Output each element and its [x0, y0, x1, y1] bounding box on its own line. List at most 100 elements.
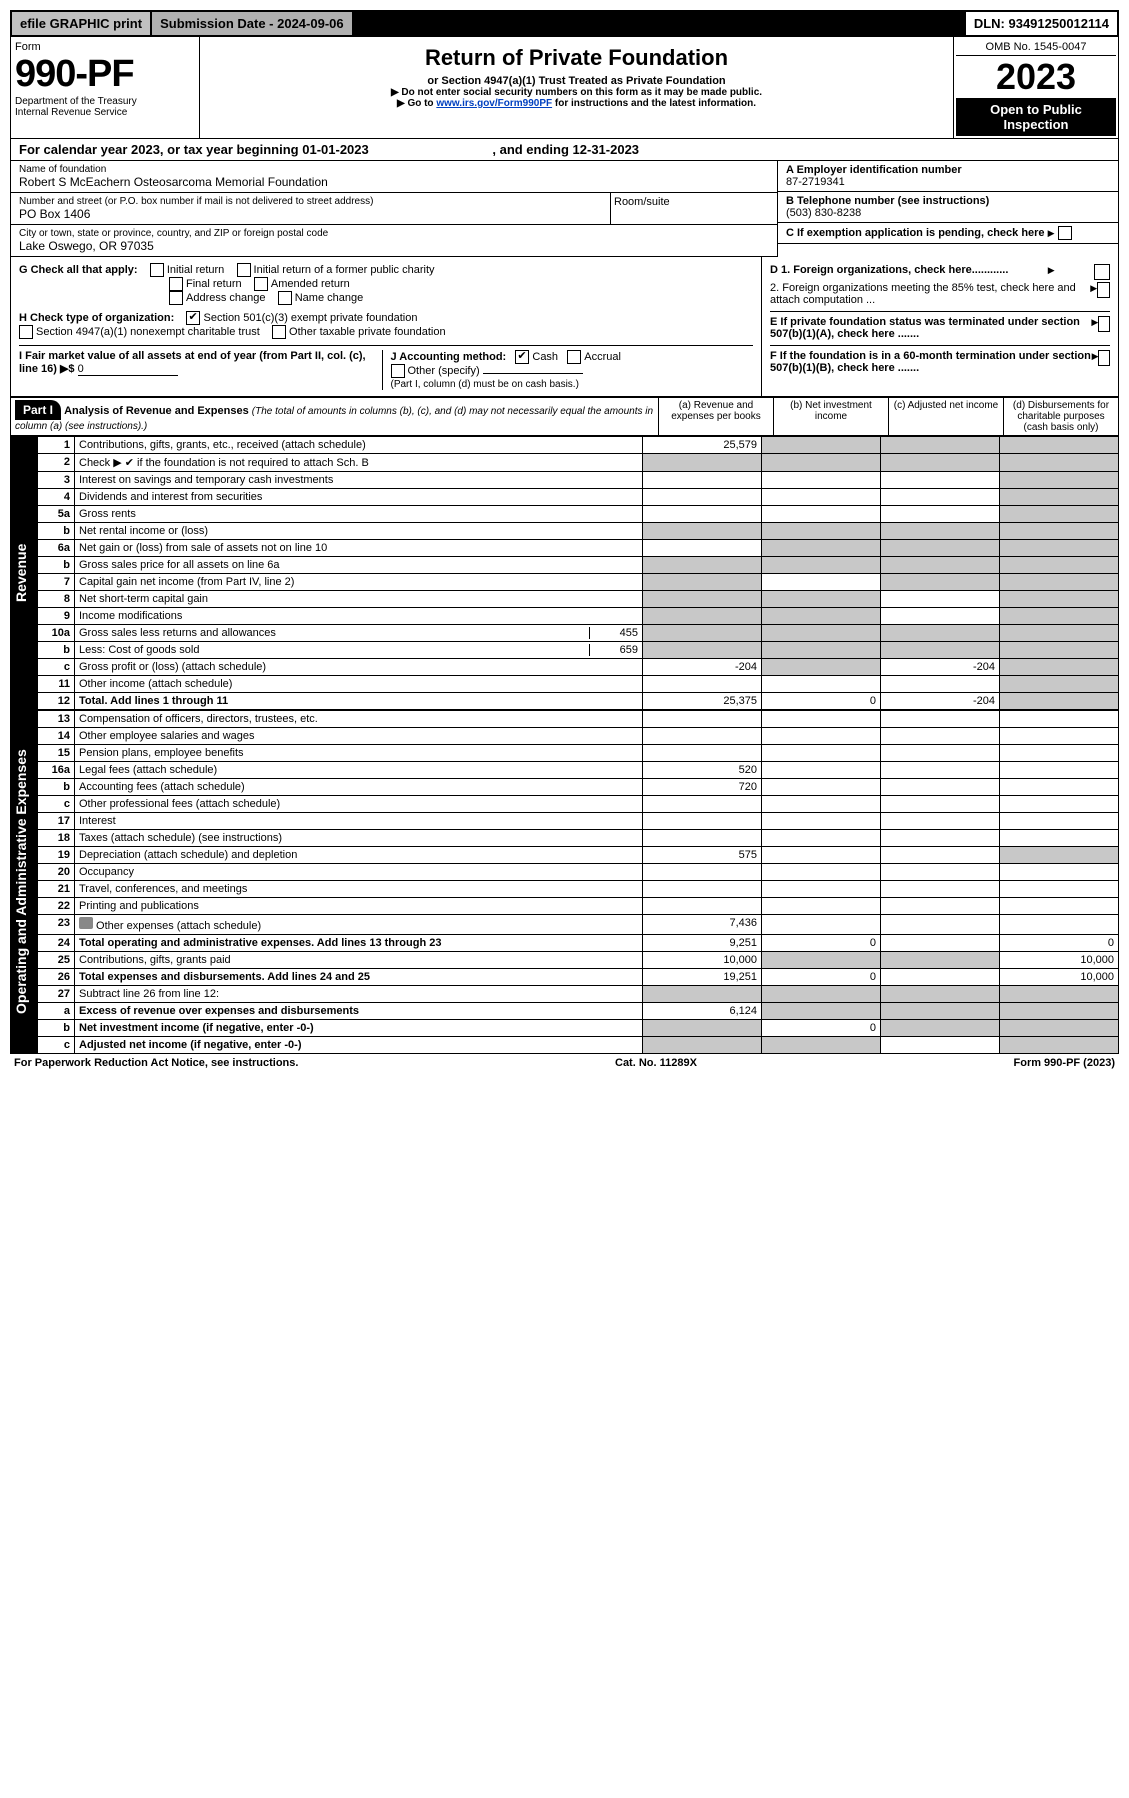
row-label: Income modifications — [75, 608, 643, 625]
col-b-value — [762, 986, 881, 1003]
col-a-value: 25,375 — [643, 693, 762, 710]
row-number: 6a — [38, 540, 75, 557]
name-change-checkbox[interactable] — [278, 291, 292, 305]
paperwork-notice: For Paperwork Reduction Act Notice, see … — [14, 1057, 298, 1069]
i-value: 0 — [78, 363, 178, 376]
row-label: Interest on savings and temporary cash i… — [75, 472, 643, 489]
row-label: Total expenses and disbursements. Add li… — [75, 969, 643, 986]
row-number: 3 — [38, 472, 75, 489]
table-row: 17Interest — [38, 813, 1119, 830]
i-label: I Fair market value of all assets at end… — [19, 350, 366, 375]
4947-checkbox[interactable] — [19, 325, 33, 339]
501c3-checkbox[interactable] — [186, 311, 200, 325]
exemption-cell: C If exemption application is pending, c… — [778, 223, 1118, 244]
row-number: b — [38, 1020, 75, 1037]
col-d-value — [1000, 437, 1119, 454]
row-number: 7 — [38, 574, 75, 591]
table-row: cGross profit or (loss) (attach schedule… — [38, 659, 1119, 676]
col-a-value: 575 — [643, 847, 762, 864]
col-d-value — [1000, 574, 1119, 591]
opt-address: Address change — [186, 292, 266, 304]
col-c-value — [881, 986, 1000, 1003]
col-b-value — [762, 591, 881, 608]
row-number: b — [38, 779, 75, 796]
c-checkbox[interactable] — [1058, 226, 1072, 240]
col-d-value — [1000, 523, 1119, 540]
col-a-value — [643, 1037, 762, 1054]
arrow-icon — [1092, 350, 1099, 374]
other-taxable-checkbox[interactable] — [272, 325, 286, 339]
name-label: Name of foundation — [19, 164, 769, 175]
row-number: 20 — [38, 864, 75, 881]
col-d-value — [1000, 454, 1119, 472]
row-number: 17 — [38, 813, 75, 830]
col-b-value — [762, 659, 881, 676]
col-c-value — [881, 935, 1000, 952]
phone-label: B Telephone number (see instructions) — [786, 195, 1110, 207]
col-d-value — [1000, 796, 1119, 813]
col-a-value: 25,579 — [643, 437, 762, 454]
f-checkbox[interactable] — [1098, 350, 1110, 366]
d2-checkbox[interactable] — [1097, 282, 1110, 298]
table-row: 19Depreciation (attach schedule) and dep… — [38, 847, 1119, 864]
address-change-checkbox[interactable] — [169, 291, 183, 305]
row-number: 14 — [38, 728, 75, 745]
table-row: 5aGross rents — [38, 506, 1119, 523]
accrual-checkbox[interactable] — [567, 350, 581, 364]
form-footer: Form 990-PF (2023) — [1014, 1057, 1115, 1069]
col-a-value: 720 — [643, 779, 762, 796]
initial-former-checkbox[interactable] — [237, 263, 251, 277]
col-a-value: 9,251 — [643, 935, 762, 952]
amended-checkbox[interactable] — [254, 277, 268, 291]
c-label: C If exemption application is pending, c… — [786, 227, 1045, 239]
col-b-value — [762, 728, 881, 745]
col-a-value: 10,000 — [643, 952, 762, 969]
row-number: 25 — [38, 952, 75, 969]
col-c-value — [881, 779, 1000, 796]
col-d-value — [1000, 642, 1119, 659]
table-row: 25Contributions, gifts, grants paid10,00… — [38, 952, 1119, 969]
d1-checkbox[interactable] — [1094, 264, 1110, 280]
final-return-checkbox[interactable] — [169, 277, 183, 291]
e-checkbox[interactable] — [1098, 316, 1110, 332]
col-b-header: (b) Net investment income — [773, 398, 888, 435]
row-label: Gross rents — [75, 506, 643, 523]
efile-print[interactable]: efile GRAPHIC print — [12, 12, 150, 35]
col-d-value — [1000, 864, 1119, 881]
row-label: Other expenses (attach schedule) — [75, 915, 643, 935]
header-right: OMB No. 1545-0047 2023 Open to Public In… — [953, 37, 1118, 138]
row-label: Gross sales less returns and allowances … — [75, 625, 643, 642]
row-label: Travel, conferences, and meetings — [75, 881, 643, 898]
form-url-link[interactable]: www.irs.gov/Form990PF — [436, 98, 552, 109]
col-b-value — [762, 1003, 881, 1020]
col-d-value: 0 — [1000, 935, 1119, 952]
col-c-value — [881, 506, 1000, 523]
other-method-checkbox[interactable] — [391, 364, 405, 378]
g-label: G Check all that apply: — [19, 264, 138, 276]
col-d-value — [1000, 986, 1119, 1003]
h-other: Other taxable private foundation — [289, 326, 446, 338]
col-c-value — [881, 969, 1000, 986]
part1-desc: Part I Analysis of Revenue and Expenses … — [11, 398, 658, 435]
header-center: Return of Private Foundation or Section … — [200, 37, 953, 138]
col-a-value — [643, 591, 762, 608]
col-d-value — [1000, 813, 1119, 830]
revenue-side-label: Revenue — [11, 436, 37, 710]
table-row: 11Other income (attach schedule) — [38, 676, 1119, 693]
attach-icon[interactable] — [79, 917, 93, 929]
row-label: Net rental income or (loss) — [75, 523, 643, 540]
col-d-value — [1000, 489, 1119, 506]
initial-return-checkbox[interactable] — [150, 263, 164, 277]
form-number: 990-PF — [15, 53, 195, 96]
cash-checkbox[interactable] — [515, 350, 529, 364]
goto-pre: ▶ Go to — [397, 98, 436, 109]
col-c-value: -204 — [881, 693, 1000, 710]
row-label: Check ▶ ✔ if the foundation is not requi… — [75, 454, 643, 472]
col-d-value — [1000, 693, 1119, 710]
col-c-value — [881, 898, 1000, 915]
g-row2: Final return Amended return — [19, 277, 753, 291]
check-left: G Check all that apply: Initial return I… — [11, 257, 761, 396]
col-c-value — [881, 625, 1000, 642]
row-number: 10a — [38, 625, 75, 642]
col-b-value — [762, 898, 881, 915]
